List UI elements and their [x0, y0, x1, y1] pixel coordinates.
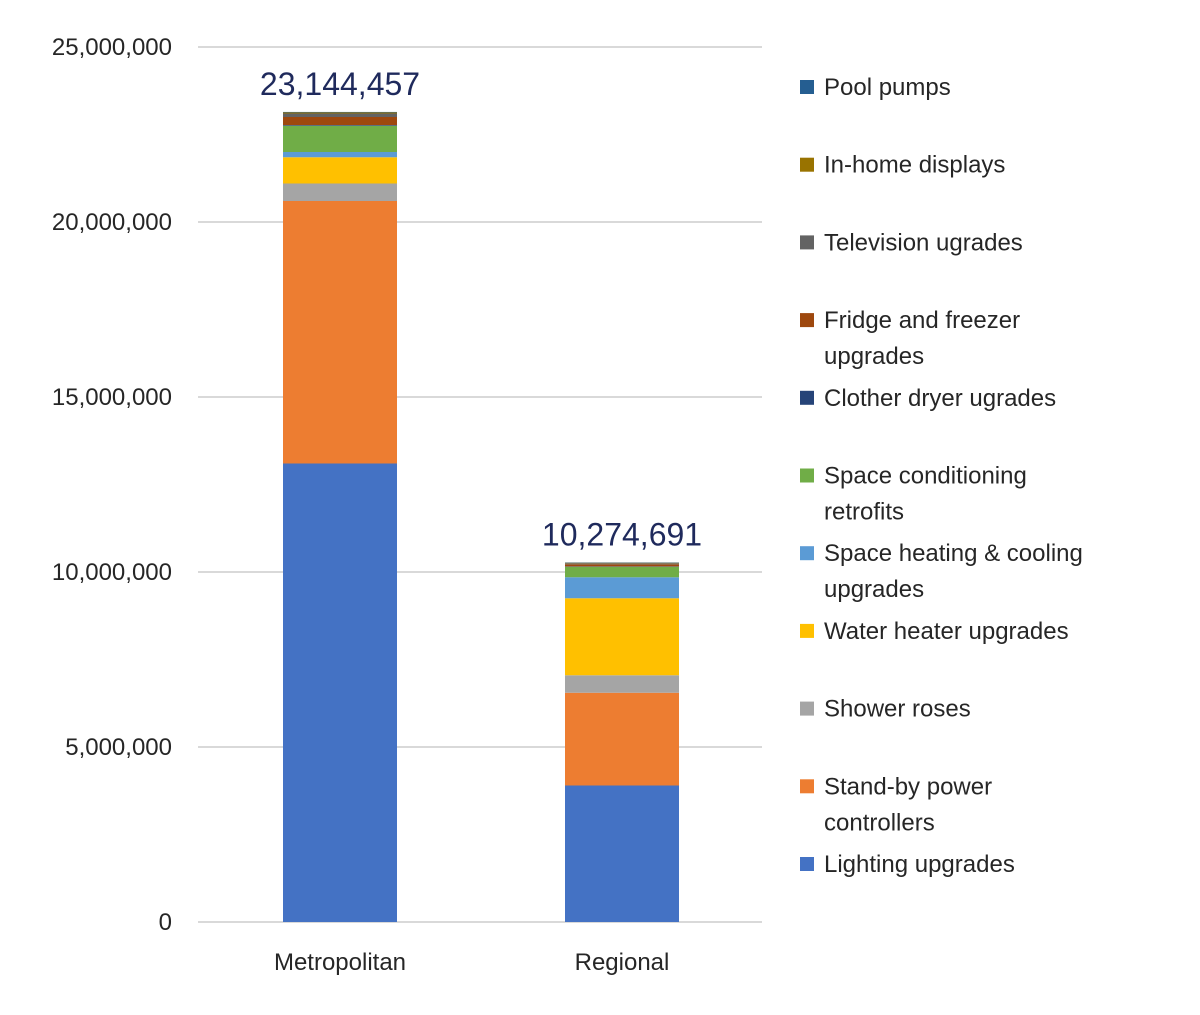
bar-segment-metropolitan-1	[283, 201, 397, 464]
y-tick-label: 15,000,000	[52, 384, 172, 411]
legend-item: In-home displays	[800, 152, 1005, 179]
y-tick-label: 10,000,000	[52, 559, 172, 586]
x-category-label: Metropolitan	[274, 949, 406, 976]
y-tick-label: 25,000,000	[52, 34, 172, 61]
y-tick-label: 20,000,000	[52, 209, 172, 236]
legend-label: Stand-by power controllers	[824, 773, 992, 836]
legend-swatch	[800, 701, 814, 716]
x-category-label: Regional	[575, 949, 670, 976]
bar-segment-metropolitan-8	[283, 113, 397, 117]
bar-segment-regional-7	[565, 564, 679, 567]
legend-label: Shower roses	[824, 696, 971, 723]
bar-segment-regional-2	[565, 675, 679, 693]
y-axis-tick-labels: 0 5,000,000 10,000,000 15,000,000 20,000,000…	[52, 34, 172, 936]
legend-item: Space conditioning retrofits	[800, 463, 1027, 526]
legend-item: Fridge and freezer upgrades	[800, 307, 1020, 370]
legend-swatch	[800, 235, 814, 250]
legend-item: Shower roses	[800, 696, 971, 723]
bar-segment-metropolitan-3	[283, 157, 397, 184]
bar-segment-regional-3	[565, 598, 679, 676]
legend-item: Lighting upgrades	[800, 851, 1015, 878]
legend: Pool pumps In-home displays Television ugr…	[800, 74, 1083, 878]
bar-segment-regional-1	[565, 692, 679, 786]
y-tick-label: 0	[159, 909, 172, 936]
x-axis-category-labels: Metropolitan Regional	[274, 949, 669, 976]
bar-segment-metropolitan-7	[283, 117, 397, 126]
bars	[283, 111, 679, 922]
bar-segment-metropolitan-6	[283, 125, 397, 126]
legend-swatch	[800, 546, 814, 561]
bar-stack-regional	[565, 562, 679, 922]
legend-label: Television ugrades	[824, 229, 1023, 256]
legend-item: Stand-by power controllers	[800, 773, 992, 836]
bar-segment-regional-5	[565, 566, 679, 578]
legend-label: Lighting upgrades	[824, 851, 1015, 878]
total-label-metropolitan: 23,144,457	[260, 66, 420, 102]
bar-segment-regional-4	[565, 577, 679, 599]
bar-segment-regional-0	[565, 785, 679, 922]
legend-swatch	[800, 779, 814, 794]
legend-item: Space heating & cooling upgrades	[800, 540, 1083, 603]
legend-label: In-home displays	[824, 152, 1005, 179]
legend-label: Water heater upgrades	[824, 618, 1069, 645]
bar-segment-metropolitan-2	[283, 183, 397, 201]
bar-segment-metropolitan-5	[283, 125, 397, 152]
bar-segment-regional-9	[565, 562, 679, 564]
bar-segment-metropolitan-10	[283, 111, 397, 113]
legend-label: Space heating & cooling upgrades	[824, 540, 1083, 603]
legend-swatch	[800, 623, 814, 638]
legend-swatch	[800, 390, 814, 405]
legend-swatch	[800, 857, 814, 871]
bar-stack-metropolitan	[283, 111, 397, 922]
legend-item: Pool pumps	[800, 74, 951, 101]
total-label-regional: 10,274,691	[542, 516, 702, 552]
bar-segment-metropolitan-4	[283, 152, 397, 158]
legend-swatch	[800, 80, 814, 94]
legend-label: Space conditioning retrofits	[824, 463, 1027, 526]
bar-segment-metropolitan-0	[283, 463, 397, 922]
legend-item: Television ugrades	[800, 229, 1023, 256]
legend-swatch	[800, 468, 814, 483]
legend-label: Pool pumps	[824, 74, 951, 101]
bar-segment-regional-8	[565, 563, 679, 565]
legend-item: Water heater upgrades	[800, 618, 1069, 645]
legend-item: Clother dryer ugrades	[800, 385, 1056, 412]
legend-label: Clother dryer ugrades	[824, 385, 1056, 412]
bar-segment-metropolitan-9	[283, 112, 397, 114]
y-tick-label: 5,000,000	[65, 734, 172, 761]
bar-total-labels: 23,144,457 10,274,691	[260, 66, 702, 552]
legend-label: Fridge and freezer upgrades	[824, 307, 1020, 370]
legend-swatch	[800, 313, 814, 328]
legend-swatch	[800, 157, 814, 172]
